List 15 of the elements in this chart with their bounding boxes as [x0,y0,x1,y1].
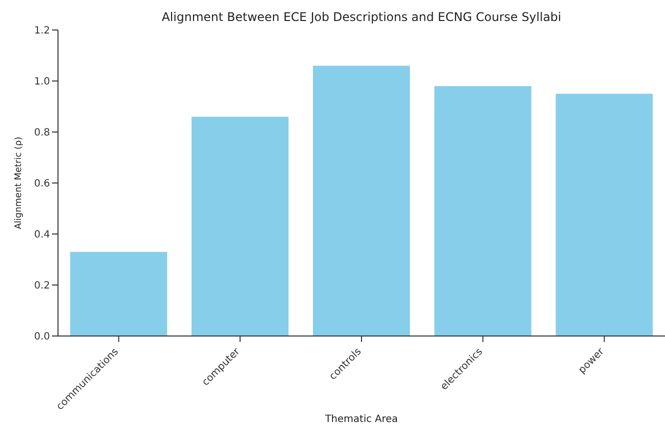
bar [434,86,532,336]
y-tick-label: 0.6 [34,178,50,190]
y-tick-label: 0.2 [34,280,50,292]
bar [70,252,168,336]
y-tick-label: 0.4 [34,230,50,241]
bar [312,66,410,336]
x-axis-title: Thematic Area [324,414,398,425]
chart-title: Alignment Between ECE Job Descriptions and ECNG Course Syllabi [160,10,562,24]
y-tick-label: 0.0 [34,332,50,343]
y-tick-label: 1.2 [34,26,50,37]
bar [192,116,289,336]
y-tick-label: 0.8 [34,128,50,139]
y-tick-label: 1.0 [34,76,50,88]
bar [556,94,653,336]
y-axis-title: Alignment Metric (ρ) [14,136,24,230]
